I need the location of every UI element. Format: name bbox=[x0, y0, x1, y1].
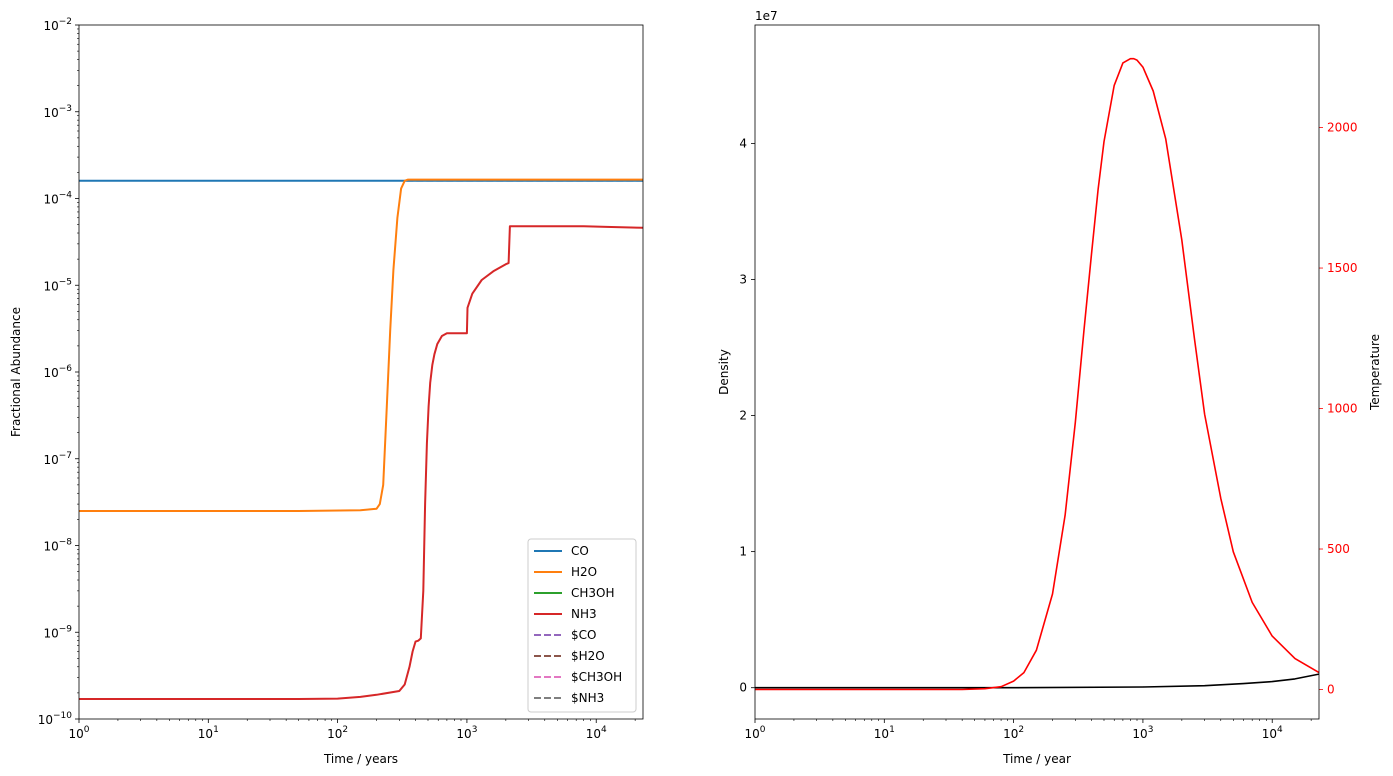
legend-box bbox=[527, 538, 637, 713]
y2-tick-label: 1000 bbox=[1327, 402, 1358, 416]
y-tick-label: 2 bbox=[739, 409, 747, 423]
abundance-chart: 100 101 102 103 104 10−10 10−9 10−8 10−7 10−6 10−5… bbox=[9, 17, 644, 766]
y-tick-label: 10−3 bbox=[43, 104, 72, 120]
x-tick-label: 103 bbox=[1132, 725, 1153, 741]
y-tick-label: 0 bbox=[739, 681, 747, 695]
legend-label: H2O bbox=[571, 565, 597, 579]
y-offset-label: 1e7 bbox=[755, 9, 778, 23]
density-temperature-chart: 100 101 102 103 104 0 1 2 3 4 0 500 1000 1500 2000 1e7 T… bbox=[717, 9, 1382, 766]
series-group bbox=[79, 178, 643, 700]
x-axis-label: Time / year bbox=[1002, 752, 1071, 766]
y-tick-label: 1 bbox=[739, 545, 747, 559]
axes-frame bbox=[78, 24, 644, 720]
y2-tick-label: 500 bbox=[1327, 542, 1350, 556]
y-tick-label: 10−8 bbox=[43, 538, 72, 554]
series-line-h2o bbox=[79, 178, 643, 512]
x-tick-label: 100 bbox=[68, 725, 89, 741]
y-axis-label: Fractional Abundance bbox=[9, 307, 23, 437]
series-line-nh3 bbox=[79, 225, 643, 700]
legend-label: $CH3OH bbox=[571, 670, 622, 684]
y-tick-label: 3 bbox=[739, 272, 747, 286]
legend-label: NH3 bbox=[571, 607, 597, 621]
legend-label: $CO bbox=[571, 628, 596, 642]
x-tick-label: 102 bbox=[1003, 725, 1024, 741]
y-tick-label: 10−6 bbox=[43, 364, 72, 380]
x-tick-label: 104 bbox=[586, 725, 607, 741]
y-tick-label: 10−9 bbox=[43, 624, 72, 640]
x-tick-label: 101 bbox=[198, 725, 219, 741]
x-tick-label: 100 bbox=[744, 725, 765, 741]
legend-label: CH3OH bbox=[571, 586, 615, 600]
y2-tick-label: 1500 bbox=[1327, 261, 1358, 275]
x-tick-label: 103 bbox=[456, 725, 477, 741]
temperature-line bbox=[755, 57, 1319, 691]
y2-tick-label: 0 bbox=[1327, 682, 1335, 696]
y2-tick-label: 2000 bbox=[1327, 121, 1358, 135]
x-tick-label: 104 bbox=[1262, 725, 1283, 741]
y-tick-label: 10−5 bbox=[43, 277, 72, 293]
y-tick-label: 10−7 bbox=[43, 451, 72, 467]
y2-axis-label: Temperature bbox=[1368, 334, 1382, 411]
y-tick-label: 10−4 bbox=[43, 191, 72, 207]
y-axis-label: Density bbox=[717, 349, 731, 395]
x-tick-label: 101 bbox=[874, 725, 895, 741]
axes-frame bbox=[754, 24, 1320, 720]
legend-label: $H2O bbox=[571, 649, 605, 663]
legend-label: CO bbox=[571, 544, 589, 558]
legend: CO H2O CH3OH NH3 $CO $H2O $CH3OH $NH3 bbox=[527, 538, 637, 713]
y-tick-label: 10−10 bbox=[38, 711, 73, 727]
x-tick-label: 102 bbox=[327, 725, 348, 741]
y-tick-label: 4 bbox=[739, 136, 747, 150]
x-axis-label: Time / years bbox=[323, 752, 398, 766]
series-group bbox=[755, 57, 1319, 691]
legend-label: $NH3 bbox=[571, 691, 604, 705]
y-tick-label: 10−2 bbox=[43, 17, 72, 33]
density-line bbox=[755, 673, 1319, 689]
